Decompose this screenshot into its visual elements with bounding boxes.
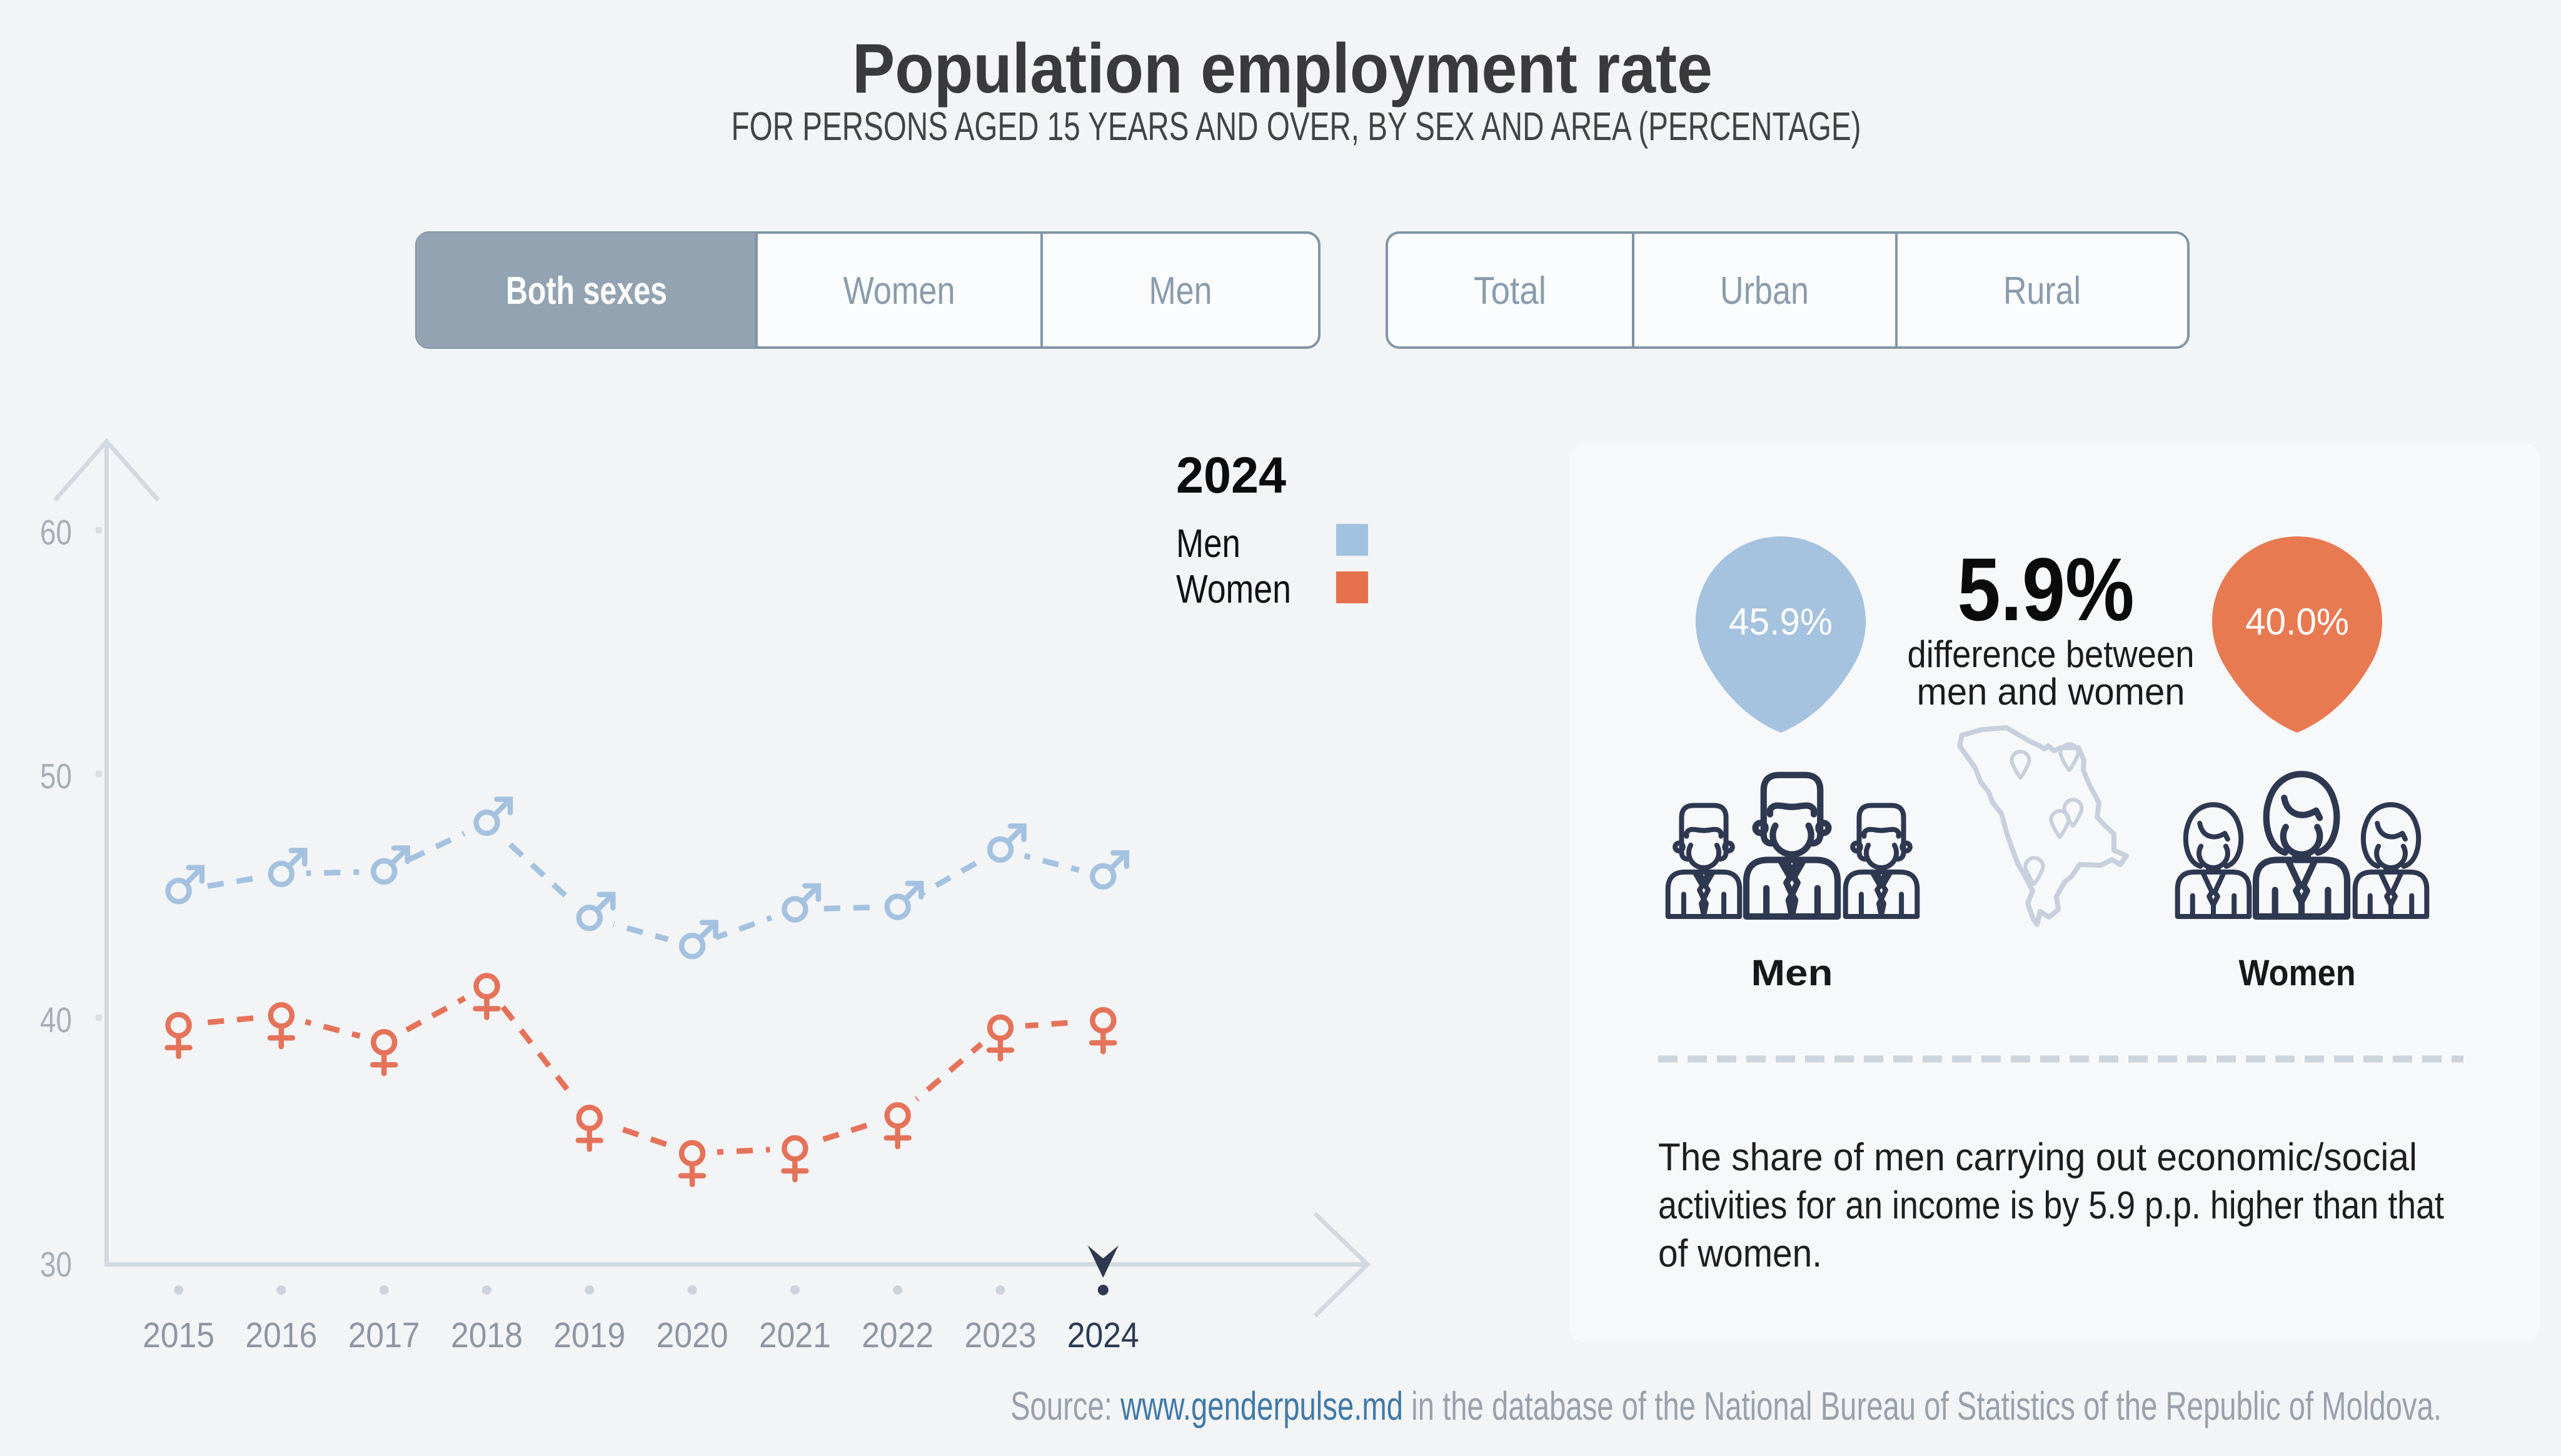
svg-text:2023: 2023 — [965, 1315, 1037, 1355]
svg-text:Women: Women — [1176, 566, 1291, 611]
svg-text:Women: Women — [2239, 953, 2356, 993]
svg-text:difference between: difference between — [1908, 633, 2195, 675]
svg-text:2020: 2020 — [657, 1315, 728, 1355]
svg-text:2021: 2021 — [759, 1315, 831, 1355]
svg-text:50: 50 — [40, 756, 72, 796]
svg-text:Both sexes: Both sexes — [506, 269, 667, 313]
svg-text:2015: 2015 — [143, 1315, 214, 1355]
svg-text:40: 40 — [40, 1000, 72, 1040]
svg-text:Men: Men — [1176, 521, 1240, 566]
svg-text:FOR PERSONS AGED 15 YEARS AND: FOR PERSONS AGED 15 YEARS AND OVER, BY S… — [732, 104, 1861, 149]
svg-text:Total: Total — [1474, 269, 1546, 313]
svg-text:2019: 2019 — [553, 1315, 625, 1355]
svg-text:60: 60 — [40, 513, 72, 553]
svg-text:2018: 2018 — [451, 1315, 523, 1355]
svg-text:2024: 2024 — [1176, 447, 1286, 504]
svg-text:Men: Men — [1751, 953, 1833, 993]
svg-text:Urban: Urban — [1720, 269, 1809, 313]
svg-text:5.9%: 5.9% — [1958, 540, 2135, 640]
svg-text:The share of men carrying out: The share of men carrying out economic/s… — [1658, 1136, 2417, 1179]
svg-text:Source: www.genderpulse.md in: Source: www.genderpulse.md in the databa… — [1010, 1383, 2442, 1428]
svg-text:40.0%: 40.0% — [2245, 601, 2349, 643]
svg-text:2017: 2017 — [348, 1315, 420, 1355]
svg-text:2024: 2024 — [1067, 1315, 1139, 1355]
svg-text:Population employment rate: Population employment rate — [852, 29, 1713, 108]
svg-text:Women: Women — [843, 269, 955, 313]
svg-text:Men: Men — [1149, 269, 1212, 313]
svg-text:45.9%: 45.9% — [1729, 601, 1833, 643]
svg-text:of women.: of women. — [1658, 1232, 1822, 1275]
svg-text:2022: 2022 — [862, 1315, 933, 1355]
svg-text:2016: 2016 — [245, 1315, 317, 1355]
svg-text:men and women: men and women — [1917, 671, 2185, 713]
svg-text:Rural: Rural — [2003, 269, 2081, 313]
svg-text:activities for an income is by: activities for an income is by 5.9 p.p. … — [1658, 1184, 2444, 1227]
svg-text:30: 30 — [40, 1245, 72, 1285]
